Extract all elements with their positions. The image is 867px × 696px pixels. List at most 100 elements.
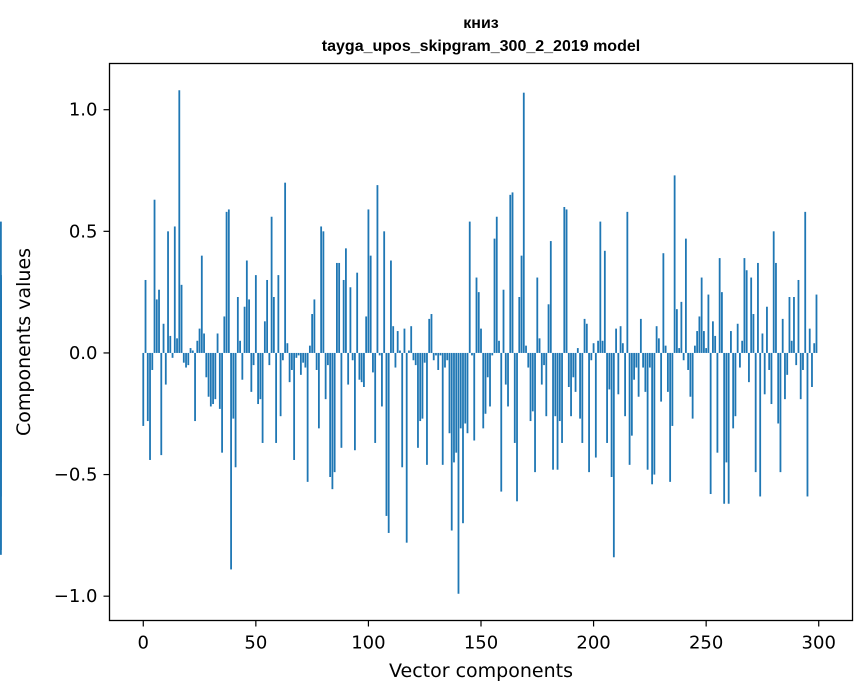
bar-53 [261,352,264,443]
bar-143 [464,352,467,424]
bar-93 [351,352,354,361]
bar-281 [775,262,777,353]
bar-71 [302,352,305,363]
bar-46 [245,260,248,353]
bar-231 [662,253,665,353]
bar-138 [453,352,455,463]
bar-41 [234,352,237,468]
bar-0 [142,352,145,426]
bar-26 [200,255,203,353]
x-tick-label: 200 [576,633,610,654]
bar-252 [709,352,712,495]
bar-29 [207,352,210,397]
y-axis-label: Components values [13,248,35,436]
bar-147 [473,352,476,441]
bar-233 [666,352,669,392]
bar-198 [588,352,590,473]
bar-12 [169,335,172,353]
bar-162 [507,352,509,407]
bar-16 [178,90,181,353]
x-axis-label: Vector components [389,660,573,682]
bar-87 [338,262,341,353]
bar-92 [349,287,352,353]
bar-103 [374,352,377,443]
bar-14 [173,226,176,353]
bar-229 [657,338,660,353]
bar-191 [572,352,575,378]
bar-181 [549,241,552,353]
bar-187 [563,207,566,353]
bar-163 [509,194,512,353]
bar-254 [714,335,717,353]
bar-130 [435,352,437,356]
bar-165 [513,352,516,443]
bar-21 [189,348,192,353]
bar-221 [639,318,642,353]
x-tick-label: 0 [138,633,149,654]
bar-277 [766,306,768,353]
bar-107 [383,231,386,353]
bar-125 [423,352,426,363]
bar-17 [180,284,183,353]
bar-255 [716,352,719,453]
bar-22 [191,350,194,353]
bar-48 [250,352,253,392]
bar-97 [360,352,363,383]
bar-171 [527,352,530,368]
bar-52 [259,352,262,400]
bar-11 [167,231,169,353]
bar-223 [644,352,647,392]
bar-3 [149,352,151,460]
bar-166 [516,352,518,502]
bar-256 [718,258,721,353]
bar-27 [203,333,205,353]
bar-222 [642,352,645,368]
bar-282 [777,352,780,424]
bar-205 [603,250,606,353]
bar-296 [808,328,811,353]
bar-113 [396,331,399,353]
bar-169 [522,92,525,353]
bar-96 [358,352,361,380]
bar-193 [576,348,579,353]
bar-81 [324,352,327,400]
x-tick-label: 300 [802,633,836,654]
bar-10 [164,352,167,385]
bar-152 [484,352,487,414]
bar-208 [610,352,613,477]
bar-284 [781,318,784,353]
bar-174 [534,352,536,473]
bar-124 [421,352,424,419]
bar-84 [331,352,334,490]
bar-82 [327,352,329,366]
bar-246 [696,331,699,353]
bar-65 [288,352,291,383]
bar-139 [455,352,458,453]
bar-274 [759,352,762,497]
bar-72 [304,352,307,368]
bar-73 [306,352,309,482]
bar-213 [621,343,624,353]
bar-85 [333,352,336,473]
bar-144 [466,352,469,434]
bar-263 [734,352,737,417]
bar-105 [378,352,381,356]
bar-297 [811,352,813,387]
bar-89 [342,279,345,353]
bar-146 [471,352,473,356]
bar-42 [236,297,239,353]
bar-15 [176,338,178,353]
bar-116 [403,328,406,353]
bar-142 [462,352,464,524]
bar-244 [691,352,694,419]
bar-128 [430,314,433,353]
bar-133 [441,352,444,465]
bar-23 [194,352,196,422]
bar-1 [144,279,147,353]
bar-45 [243,306,246,353]
bar-234 [669,352,672,482]
bar-101 [369,255,372,353]
bar-230 [660,352,663,402]
bar-100 [367,209,370,353]
